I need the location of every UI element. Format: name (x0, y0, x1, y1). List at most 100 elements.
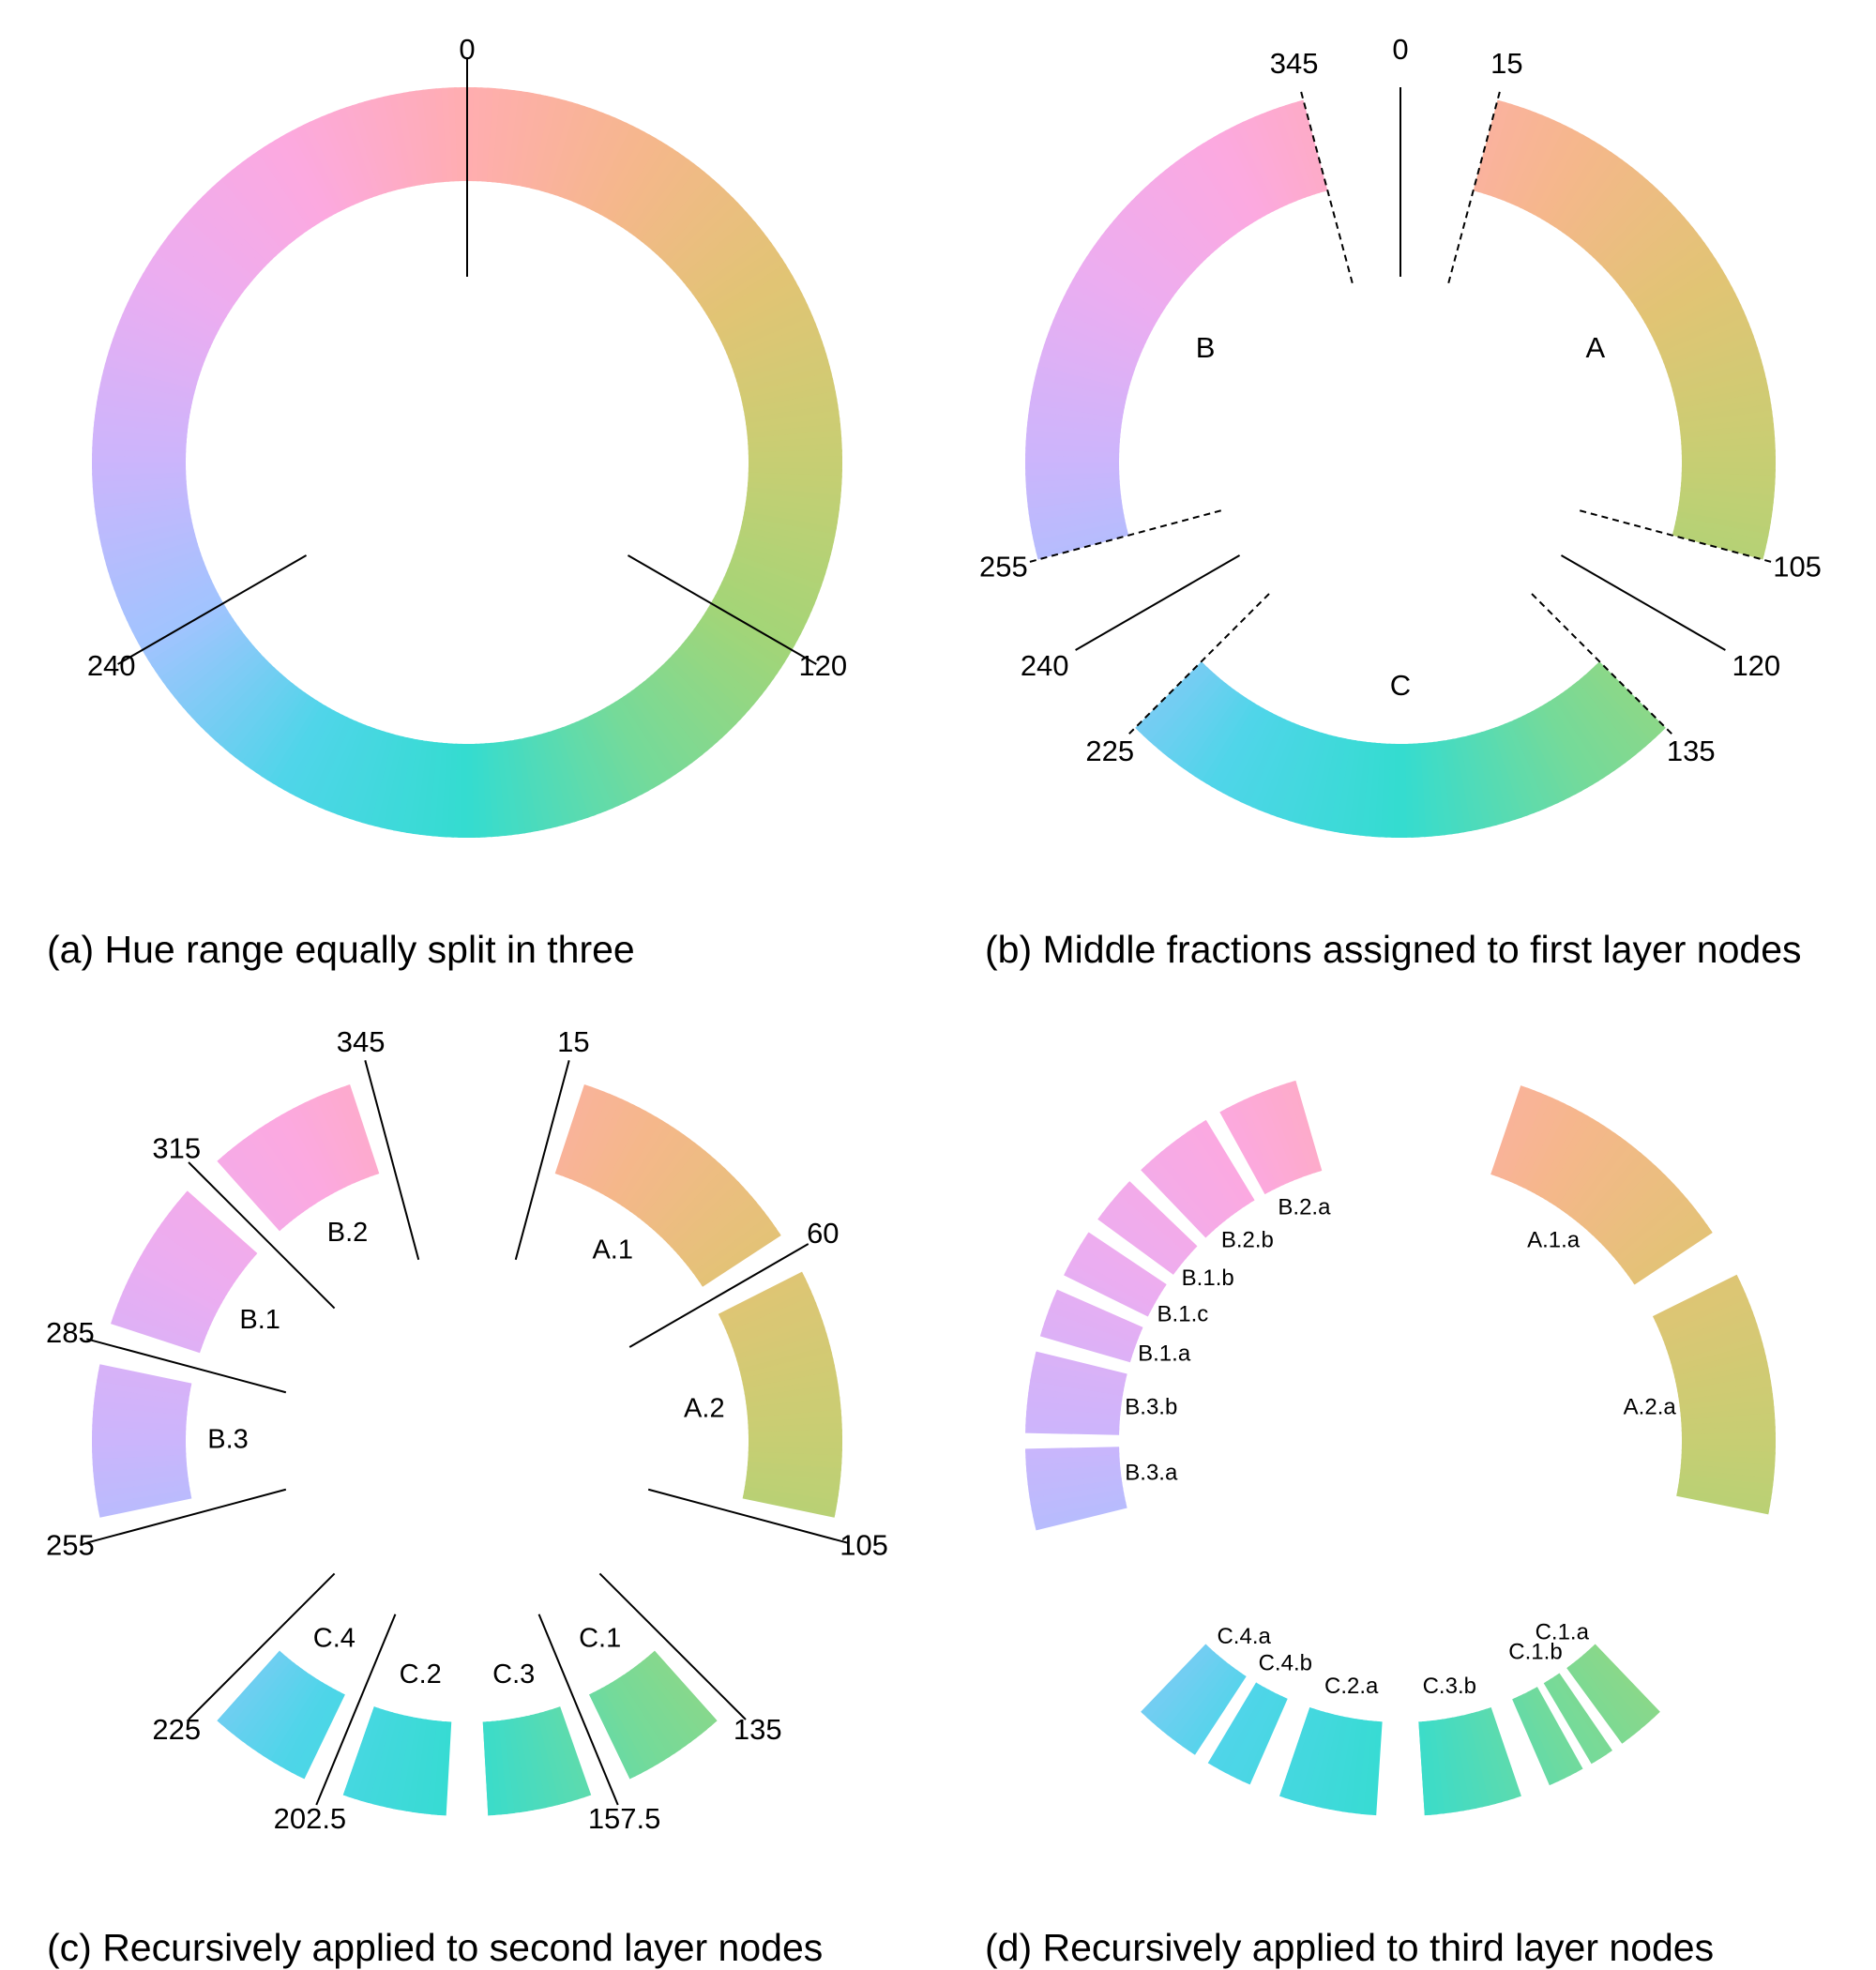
ring-b-C-slice (1233, 714, 1282, 803)
ring-d-A.2.a-slice (1664, 1311, 1756, 1350)
ring-b-A-slice (1577, 171, 1644, 249)
ring-b-C-slice (1428, 741, 1446, 837)
ring-a-0-slice (734, 346, 827, 383)
ring-d-C.1.a-slice (1590, 1644, 1660, 1719)
ring-c-C.1-slice (613, 1677, 671, 1762)
ring-a-0-slice (129, 289, 218, 340)
ring-a-0-slice (746, 410, 840, 431)
ring-d-B.2.b-slice (1170, 1139, 1233, 1219)
solid-line-c-157.5 (537, 1614, 619, 1806)
ring-b-C-slice (1583, 671, 1652, 748)
ring-c-B.3-slice (93, 1467, 189, 1486)
segment-label-d-B.2.b: B.2.b (1221, 1228, 1274, 1253)
ring-a-0-slice (618, 695, 677, 779)
ring-d-B.1.c-slice (1086, 1232, 1167, 1287)
ring-a-0-slice (588, 713, 638, 801)
ring-b-C-slice (1162, 679, 1228, 759)
ring-c-A.1-slice (673, 1186, 749, 1255)
ring-c-B.1-slice (168, 1206, 248, 1271)
ring-d-C.3.b-slice (1445, 1717, 1471, 1811)
ring-a-0-slice (363, 98, 397, 192)
ring-a-0-slice (650, 671, 719, 748)
ring-c-B.3-slice (98, 1492, 192, 1518)
ring-d-A.2.a-slice (1652, 1274, 1741, 1323)
ring-a-0-slice (190, 653, 265, 723)
segment-label-d-C.4.a: C.4.a (1217, 1624, 1271, 1649)
segment-label-d-B.1.c: B.1.c (1157, 1301, 1209, 1326)
ring-d-C.4.b-slice (1218, 1687, 1270, 1774)
ring-c-C.4 (217, 1650, 345, 1780)
ring-b-B-slice (1112, 214, 1189, 282)
ring-a-0-slice (102, 528, 196, 560)
ring-a-0-slice (395, 92, 420, 187)
ring-a-0-slice (597, 708, 649, 796)
segment-label-b-B: B (1196, 331, 1216, 364)
ring-d-A.2.a-slice (1662, 1304, 1754, 1345)
ring-a-0-slice (154, 618, 237, 678)
ring-b-A-slice (1612, 216, 1690, 283)
ring-c-A.1-slice (676, 1190, 753, 1259)
ring-a-0-slice (148, 255, 233, 314)
ring-d-A.2.a-slice (1660, 1298, 1751, 1341)
ring-b-A-slice (1536, 134, 1591, 220)
ring-a-0-slice (690, 628, 771, 690)
ring-a-0-slice (678, 643, 755, 711)
ring-c-A.1-slice (648, 1154, 717, 1231)
ring-b-B-slice (1026, 490, 1122, 508)
solid-line-c-225 (188, 1572, 336, 1720)
ring-d-C.4.a-slice (1166, 1660, 1231, 1740)
ring-b-C-slice (1564, 687, 1626, 768)
ring-d-B.1.b-slice (1105, 1202, 1184, 1267)
ring-c-B.2-slice (310, 1096, 356, 1186)
ring-a-0-slice (234, 683, 298, 763)
ring-d-C.3.b-slice (1460, 1714, 1490, 1808)
ring-d-C.1.b-slice (1543, 1681, 1596, 1765)
ring-d-C.1.b-slice (1549, 1675, 1608, 1760)
ring-a-0-slice (308, 118, 355, 208)
segment-label-d-C.1.b: C.1.b (1508, 1639, 1562, 1664)
ring-a-0-slice (326, 111, 369, 202)
ring-c-C.2-slice (342, 1706, 380, 1797)
ring-b-B-slice (1241, 118, 1288, 208)
ring-d-B.3.a-slice (1029, 1481, 1124, 1506)
ring-d-B.2.b-slice (1191, 1124, 1250, 1207)
ring-b-A-slice (1615, 220, 1694, 287)
ring-c-B.3-slice (98, 1364, 192, 1387)
segment-label-d-C.2.a: C.2.a (1324, 1674, 1379, 1699)
ring-c-A.2-slice (736, 1332, 829, 1367)
ring-d-B.1.b-slice (1097, 1211, 1178, 1275)
ring-c-A.2-slice (745, 1383, 840, 1405)
ring-c-B.2 (217, 1084, 380, 1232)
ring-a-0-slice (740, 371, 834, 402)
ring-a-0-slice (741, 378, 835, 406)
ring-b-C-slice (1138, 663, 1209, 737)
ring-d-C.1.b (1543, 1673, 1612, 1765)
ring-a-0-slice (265, 700, 323, 784)
ring-a-0-slice (100, 523, 194, 553)
ring-d-B.3.a-slice (1026, 1462, 1121, 1479)
ring-d-B.3.a-slice (1032, 1496, 1127, 1524)
ring-a-0-slice (561, 725, 602, 816)
ring-a-0-slice (630, 687, 693, 768)
ring-b-C-slice (1457, 736, 1485, 830)
ring-b-B-slice (1158, 169, 1225, 248)
segment-label-c-C.1: C.1 (579, 1624, 621, 1654)
ring-b-C-slice (1188, 694, 1248, 778)
ring-d-A.1.a-slice (1531, 1108, 1583, 1195)
ring-a-0-slice (282, 707, 336, 795)
ring-c-B.1-slice (153, 1227, 236, 1287)
ring-b-A-slice (1569, 162, 1634, 242)
ring-b-B-slice (1072, 272, 1158, 326)
ring-b-B-slice (1060, 296, 1149, 344)
ring-a-0-slice (434, 87, 450, 183)
ring-a-0-slice (129, 583, 217, 633)
ring-a-0-slice (202, 190, 274, 264)
ring-c-A.1-slice (641, 1145, 706, 1224)
ring-a-0-slice (719, 297, 809, 346)
ring-d-B.2.a (1219, 1080, 1323, 1195)
ring-b-C-slice (1591, 664, 1661, 739)
ring-a-0-slice (229, 679, 295, 759)
ring-a-0-slice (494, 741, 513, 837)
ring-b-A-slice (1619, 226, 1698, 291)
